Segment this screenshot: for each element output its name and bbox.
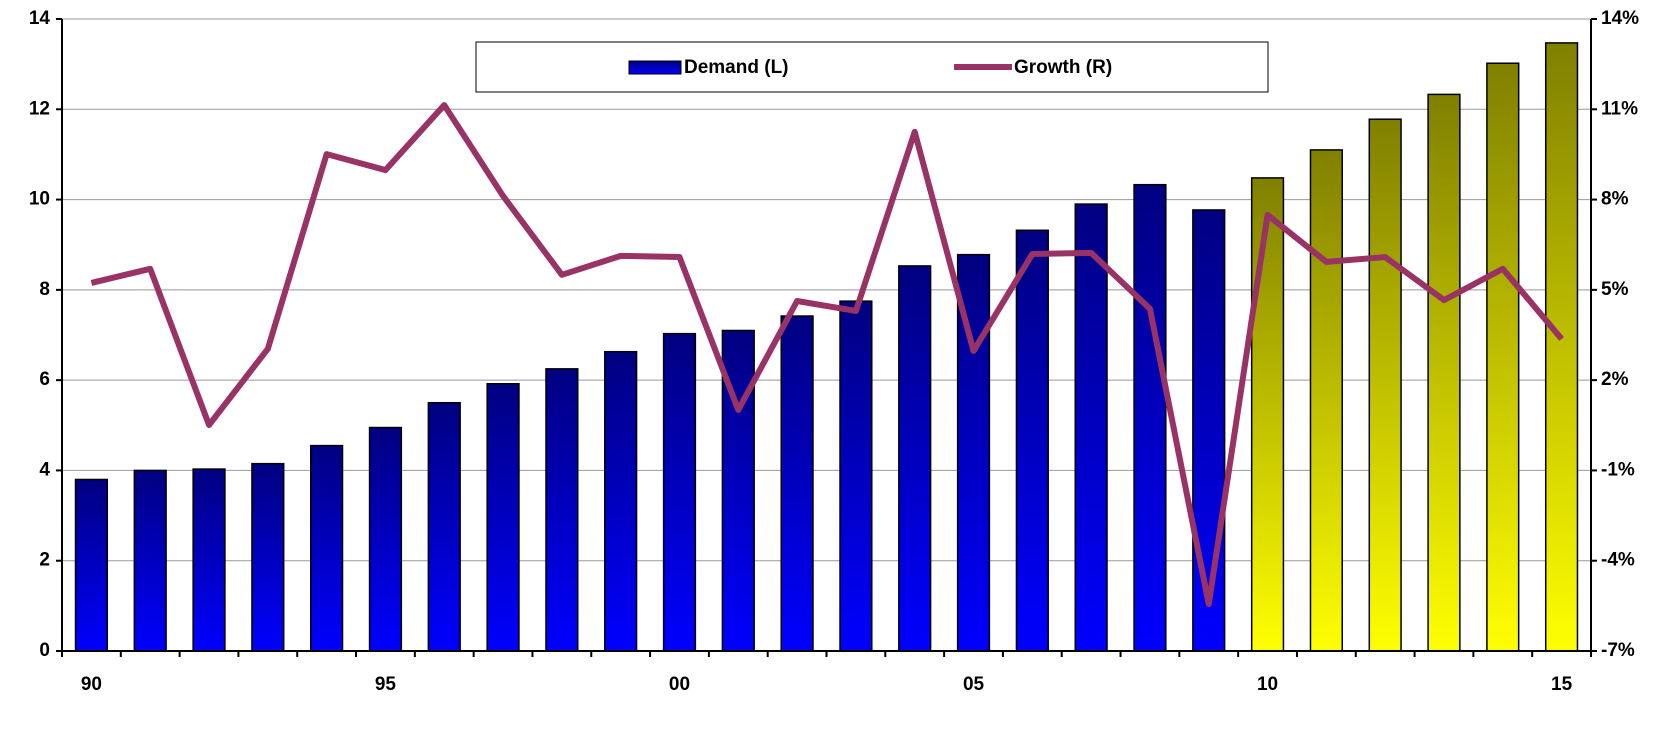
bar	[1427, 93, 1461, 652]
bar	[1368, 118, 1402, 652]
bar	[310, 444, 344, 652]
bar	[1250, 177, 1285, 652]
x-tick-label: 90	[81, 674, 102, 695]
bar	[251, 462, 285, 652]
bar	[1544, 42, 1579, 652]
legend-label: Growth (R)	[1014, 57, 1112, 78]
legend-label: Demand (L)	[684, 57, 789, 78]
y-tick-label: 10	[29, 189, 50, 210]
legend-box	[475, 41, 1269, 93]
bar	[368, 426, 403, 652]
bar	[1309, 149, 1343, 652]
y2-tick-label: -1%	[1601, 459, 1635, 480]
bar	[1192, 209, 1226, 652]
bar	[604, 350, 638, 652]
x-tick-label: 95	[375, 674, 397, 695]
bar	[1074, 203, 1108, 652]
x-tick-label: 10	[1257, 674, 1278, 695]
line	[90, 102, 1564, 608]
bar	[898, 265, 932, 652]
bar	[192, 468, 226, 652]
y-tick-label: 6	[39, 369, 50, 390]
y2-tick-label: 11%	[1601, 98, 1638, 119]
bar	[545, 368, 579, 652]
y-tick-label: 2	[39, 550, 50, 571]
bar	[839, 300, 873, 652]
bar	[1015, 229, 1049, 652]
x-tick-label: 15	[1551, 674, 1573, 695]
x-tick-label: 05	[963, 674, 985, 695]
y2-tick-label: -7%	[1601, 640, 1635, 661]
bar	[486, 383, 520, 652]
y-tick-label: 8	[39, 279, 50, 300]
grid	[62, 18, 1591, 652]
bar	[427, 401, 461, 652]
bar	[133, 469, 167, 652]
y-tick-label: 0	[39, 640, 50, 661]
y-tick-label: 14	[29, 8, 51, 29]
bar	[1486, 62, 1520, 652]
y2-tick-label: 5%	[1601, 279, 1629, 300]
y2-tick-label: -4%	[1601, 550, 1635, 571]
y2-tick-label: 14%	[1601, 8, 1639, 29]
y2-tick-label: 2%	[1601, 369, 1629, 390]
bar	[1133, 183, 1167, 652]
y-tick-label: 12	[29, 98, 50, 119]
bar	[74, 478, 109, 652]
x-tick-label: 00	[669, 674, 690, 695]
y2-tick-label: 8%	[1601, 189, 1629, 210]
bar	[662, 332, 697, 652]
bar	[780, 315, 814, 652]
legend-swatch	[628, 60, 682, 75]
y-tick-label: 4	[39, 459, 50, 480]
